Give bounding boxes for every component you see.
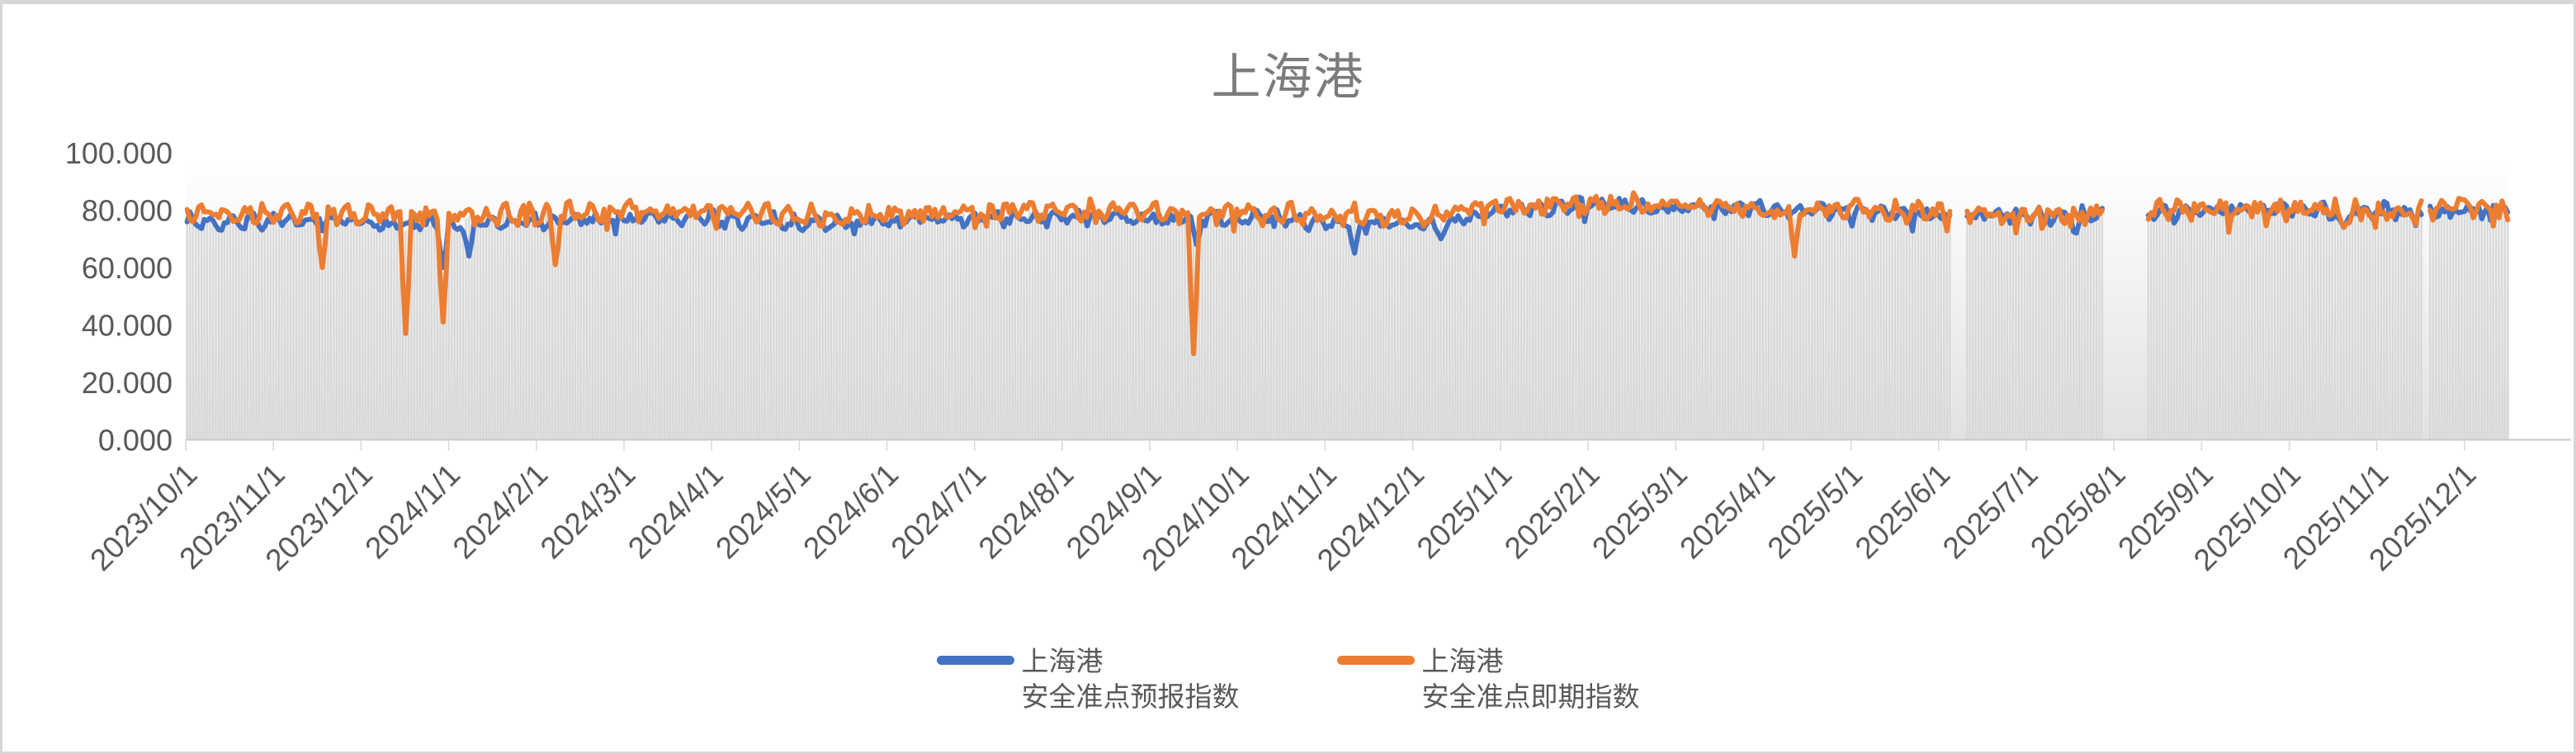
daily-background-bars — [186, 200, 2509, 440]
legend-marker-forecast-icon — [936, 656, 1014, 665]
legend-marker-spot-icon — [1336, 656, 1415, 665]
legend-item-forecast-index: 上海港 安全准点预报指数 — [936, 643, 1240, 714]
x-axis-label: 2025/3/1 — [1586, 458, 1694, 566]
x-axis-label: 2024/2/1 — [447, 458, 555, 566]
y-axis-label: 20.000 — [82, 366, 173, 400]
x-axis-label: 2024/5/1 — [709, 458, 817, 566]
x-axis-label: 2025/7/1 — [1936, 458, 2044, 566]
legend-spot-name: 上海港 — [1421, 646, 1504, 676]
x-axis-label: 2024/3/1 — [534, 458, 642, 566]
series-line-spot — [184, 190, 2511, 357]
chart-title: 上海港 — [1211, 50, 1365, 105]
y-axis-label: 60.000 — [82, 251, 173, 285]
x-axis-label: 2025/2/1 — [1498, 458, 1606, 566]
x-axis-label: 2024/4/1 — [622, 458, 730, 566]
chart-canvas: 0.00020.00040.00060.00080.000100.0002023… — [65, 136, 2571, 577]
x-axis-label: 2025/4/1 — [1673, 458, 1781, 566]
x-axis-label: 2024/8/1 — [972, 458, 1080, 566]
legend-item-spot-index: 上海港 安全准点即期指数 — [1336, 643, 1640, 714]
x-axis-tick-marks — [185, 439, 2465, 451]
x-axis-label: 2024/1/1 — [358, 458, 466, 566]
x-axis-label: 2024/6/1 — [796, 458, 905, 566]
y-axis-label: 0.000 — [98, 424, 173, 458]
legend-forecast-index-label: 安全准点预报指数 — [1021, 681, 1240, 712]
x-axis-label: 2025/8/1 — [2024, 458, 2132, 566]
y-axis-label: 40.000 — [82, 309, 173, 343]
x-axis-label: 2025/6/1 — [1849, 458, 1957, 566]
y-axis-label: 100.000 — [65, 136, 173, 170]
x-axis-label: 2024/7/1 — [885, 458, 993, 566]
legend-forecast-name: 上海港 — [1021, 646, 1104, 676]
x-axis-label: 2025/5/1 — [1761, 458, 1869, 566]
y-axis-label: 80.000 — [82, 194, 173, 228]
x-axis-label: 2025/1/1 — [1411, 458, 1519, 566]
legend-spot-index-label: 安全准点即期指数 — [1421, 681, 1640, 712]
chart-legend: 上海港 安全准点预报指数 上海港 安全准点即期指数 — [2, 643, 2574, 714]
